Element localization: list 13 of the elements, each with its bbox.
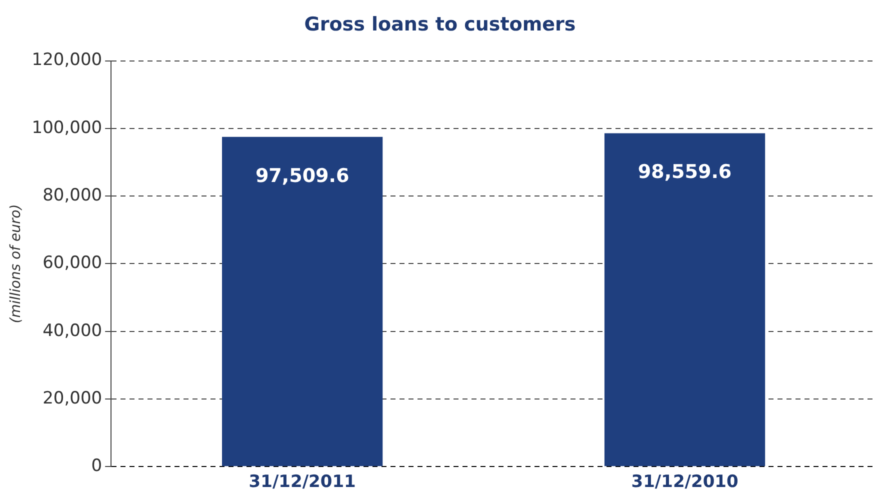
y-tick-label: 100,000 <box>32 118 102 138</box>
y-axis-title: (millions of euro) <box>8 204 24 324</box>
y-tick-label: 20,000 <box>42 388 102 408</box>
chart-title: Gross loans to customers <box>304 13 576 36</box>
data-label: 98,559.6 <box>638 161 732 184</box>
y-tick-label: 40,000 <box>42 320 102 341</box>
y-tick-label: 120,000 <box>32 50 102 70</box>
y-tick-label: 0 <box>91 456 102 476</box>
y-tick-label: 80,000 <box>42 185 102 206</box>
x-tick-label: 31/12/2011 <box>248 472 356 492</box>
y-tick-label: 60,000 <box>42 253 102 274</box>
x-tick-label: 31/12/2010 <box>631 472 738 492</box>
data-label: 97,509.6 <box>255 164 350 187</box>
